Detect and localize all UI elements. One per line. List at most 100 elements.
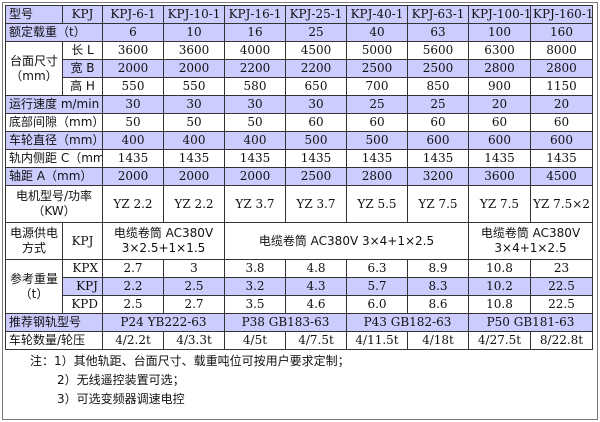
sub-label: KPJ [62,222,103,260]
header-model-cell: KPJ-6-1 [102,5,164,24]
value-cell: 1150 [530,77,593,96]
value-cell: 3.8 [224,259,286,278]
row-label: 轨内侧距 C（mm） [5,149,103,168]
wheel-pressure-row: 车轮数量/轮压 4/2.2t 4/3.3t 4/5t 4/7.5t 4/11.5t 4/18… [5,331,593,350]
value-cell: 4/18t [407,331,469,350]
note-3: 3）可选变频器调速电控 [57,392,185,406]
value-cell: 1435 [530,149,593,168]
row-label: 台面尺寸（mm） [5,41,63,96]
value-cell: 2200 [285,59,347,78]
value-cell: 10 [163,23,225,42]
header-model-cell: KPJ-63-1 [407,5,469,24]
value-cell: 4/27.5t [468,331,531,350]
value-cell: 60 [346,113,408,132]
row-label: 额定载重（t） [5,23,103,42]
value-cell: 100 [468,23,531,42]
value-cell: 500 [285,131,347,150]
sub-label: 长 L [62,41,103,60]
value-cell: 4.6 [285,295,347,314]
value-cell: 20 [530,95,593,114]
value-cell: 3.2 [224,277,286,296]
header-model-cell: KPJ-25-1 [285,5,347,24]
value-cell: 4500 [285,41,347,60]
value-cell: YZ 5.5 [346,185,408,223]
value-cell: 10.8 [468,259,531,278]
sub-label: 宽 B [62,59,103,78]
value-cell: 4/5t [224,331,286,350]
value-cell: 4/3.3t [163,331,225,350]
value-cell: 50 [224,113,286,132]
value-cell: 3.5 [224,295,286,314]
value-cell: 5000 [346,41,408,60]
value-cell: 5.7 [346,277,408,296]
value-cell: YZ 7.5 [407,185,469,223]
row-label: 电源供电方式 [5,222,63,260]
value-cell: 500 [346,131,408,150]
value-cell: 8.6 [407,295,469,314]
header-model: 型号 [5,5,63,24]
note-2: 2）无线遥控装置可选； [57,373,185,387]
power-cell: 电缆卷筒 AC380V 3×2.5+1×1.5 [102,222,225,260]
value-cell: 600 [468,131,531,150]
value-cell: 25 [285,23,347,42]
value-cell: 6.3 [346,259,408,278]
value-cell: 1435 [224,149,286,168]
value-cell: 4000 [224,41,286,60]
value-cell: 30 [285,95,347,114]
notes: 注：1）其他轨距、台面尺寸、载重吨位可按用户要求定制； 2）无线遥控装置可选； … [30,352,350,409]
value-cell: YZ 3.7 [285,185,347,223]
value-cell: 580 [224,77,286,96]
sub-label: 高 H [62,77,103,96]
sub-label: KPD [62,295,103,314]
platform-row: 台面尺寸（mm）长 L 3600 3600 4000 4500 5000 5600 6300 8… [5,41,593,96]
rail-gauge-row: 轨内侧距 C（mm）143514351435143514351435143514… [5,149,593,168]
value-cell: 8/22.8t [530,331,593,350]
value-cell: 400 [224,131,286,150]
clearance-row: 底部间隙（mm） 50 50 50 60 60 60 60 60 [5,113,593,132]
header-model-cell: KPJ-40-1 [346,5,408,24]
weight-row: KPD 2.5 2.7 3.5 4.6 6.0 8.6 10.8 22.5 [6,295,593,314]
value-cell: 900 [468,77,531,96]
power-cell: 电缆卷筒 AC380V 3×4+1×2.5 [468,222,593,260]
row-label: 底部间隙（mm） [5,113,103,132]
value-cell: 4/2.2t [102,331,164,350]
row-label: 电机型号/功率（KW） [5,185,103,223]
header-series: KPJ [62,5,103,24]
value-cell: 2000 [224,167,286,186]
power-cell: 电缆卷筒 AC380V 3×4+1×2.5 [224,222,469,260]
value-cell: 23 [530,259,593,278]
value-cell: 2000 [163,59,225,78]
value-cell: 2.5 [102,295,164,314]
rated-load-row: 额定载重（t） 6 10 16 25 40 63 100 160 [5,23,593,42]
wheel-diameter-row: 车轮直径（mm） 400 400 400 500 500 600 600 600 [5,131,593,150]
speed-row: 运行速度 m/min 30 30 30 30 25 25 20 20 [5,95,593,114]
value-cell: 4500 [530,167,593,186]
header-model-cell: KPJ-10-1 [163,5,225,24]
value-cell: 10.2 [468,277,531,296]
value-cell: 4.3 [285,277,347,296]
value-cell: 20 [468,95,531,114]
value-cell: 6 [102,23,164,42]
value-cell: 8000 [530,41,593,60]
value-cell: 600 [407,131,469,150]
value-cell: 63 [407,23,469,42]
value-cell: 25 [346,95,408,114]
value-cell: 60 [530,113,593,132]
value-cell: 160 [530,23,593,42]
value-cell: YZ 3.7 [224,185,286,223]
value-cell: YZ 7.5×2 [530,185,593,223]
value-cell: 60 [285,113,347,132]
sub-label: KPJ [62,277,103,296]
row-label: 车轮直径（mm） [5,131,103,150]
motor-row: 电机型号/功率（KW） YZ 2.2 YZ 2.2 YZ 3.7 YZ 3.7 YZ 5.… [5,185,593,223]
value-cell: 30 [163,95,225,114]
value-cell: 400 [163,131,225,150]
value-cell: 1435 [285,149,347,168]
platform-row: 宽 B 2000 2000 2200 2200 2500 2500 2800 2800 [6,59,593,78]
platform-row: 高 H 550 550 580 650 700 850 900 1150 [6,77,593,96]
value-cell: 50 [163,113,225,132]
wheelbase-row: 轴距 A（mm） 2000 2000 2000 2500 2800 3200 3600 4500 [5,167,593,186]
value-cell: 1435 [346,149,408,168]
weight-row: 参考重量（t） KPX 2.7 3 3.8 4.8 6.3 8.9 10.8 23 [5,259,593,314]
rail-cell: P50 GB181-63 [468,313,593,332]
